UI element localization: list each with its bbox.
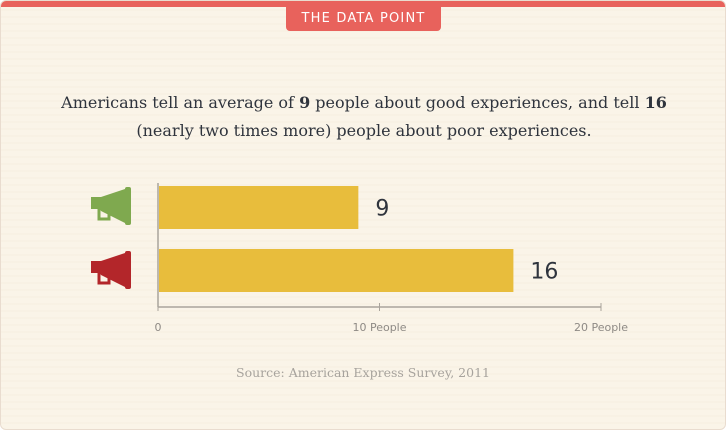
megaphone-good-mouth xyxy=(125,187,131,225)
megaphone-poor-mouth xyxy=(125,251,131,289)
bar-value-label: 16 xyxy=(530,260,558,285)
section-badge: THE DATA POINT xyxy=(286,7,441,31)
megaphone-good-icon xyxy=(91,187,131,225)
headline-text-1: Americans tell an average of xyxy=(61,93,300,112)
headline-text-2: people about good experiences, and tell xyxy=(310,93,645,112)
headline: Americans tell an average of 9 people ab… xyxy=(41,89,687,145)
bar xyxy=(159,249,514,292)
bar-value-label: 9 xyxy=(375,197,389,222)
headline-text-3: (nearly two times more) people about poo… xyxy=(136,121,592,140)
megaphone-good-cone xyxy=(101,189,125,223)
megaphone-good-back xyxy=(91,197,101,209)
megaphone-poor-icon xyxy=(91,251,131,289)
bar xyxy=(159,186,359,229)
megaphone-poor-back xyxy=(91,261,101,273)
headline-number-poor: 16 xyxy=(644,93,667,112)
x-tick-label: 20 People xyxy=(574,321,628,334)
megaphone-poor-cone xyxy=(101,253,125,287)
x-tick-label: 10 People xyxy=(352,321,406,334)
top-accent-bar xyxy=(1,1,725,7)
chart-marks: 0 10 People 20 People 9 16 xyxy=(155,183,628,334)
source-note: Source: American Express Survey, 2011 xyxy=(236,365,490,380)
x-tick-label: 0 xyxy=(155,321,162,334)
headline-number-good: 9 xyxy=(299,93,311,112)
